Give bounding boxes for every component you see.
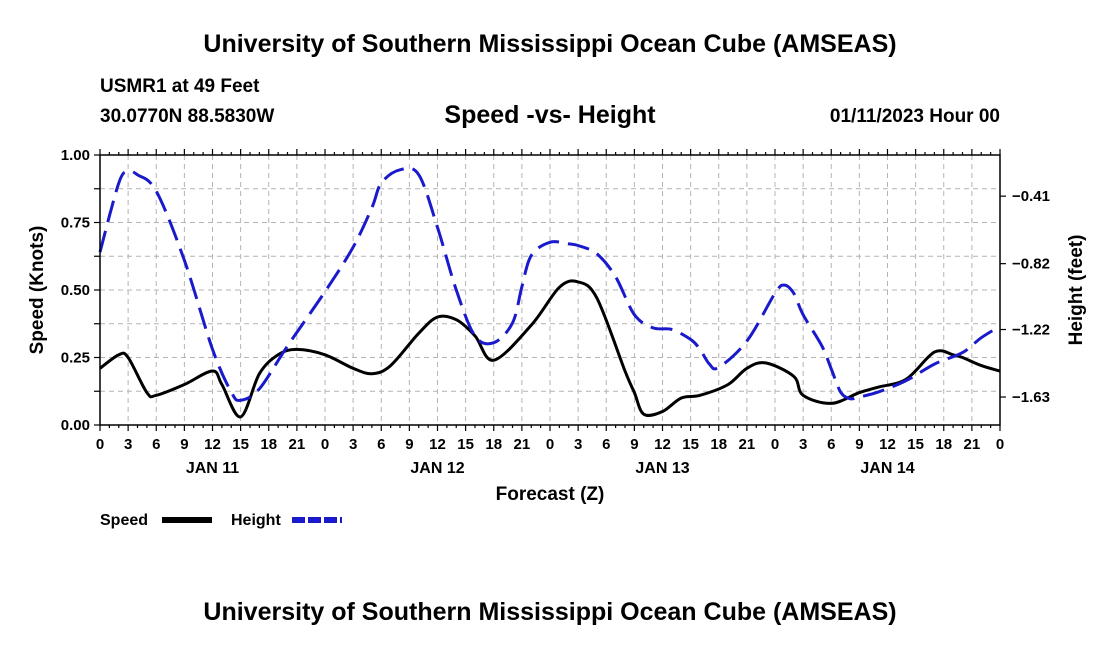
x-tick-label: 15 xyxy=(232,436,249,453)
x-axis-label: Forecast (Z) xyxy=(496,484,605,505)
y2-tick-label: −1.63 xyxy=(1012,389,1050,406)
y2-tick-label: −0.82 xyxy=(1012,256,1050,273)
x-tick-label: 15 xyxy=(682,436,699,453)
x-date-label: JAN 13 xyxy=(635,460,689,477)
x-tick-label: 3 xyxy=(124,436,132,453)
x-tick-label: 18 xyxy=(935,436,952,453)
speed-series-line xyxy=(99,279,1001,419)
x-date-label: JAN 14 xyxy=(860,460,914,477)
y-tick-label: 0.25 xyxy=(61,350,90,367)
x-date-label: JAN 11 xyxy=(186,460,239,477)
x-tick-label: 12 xyxy=(204,436,221,453)
x-tick-label: 0 xyxy=(96,436,104,453)
y2-tick-label: −0.41 xyxy=(1012,188,1050,205)
y-tick-label: 0.00 xyxy=(61,417,90,434)
y-tick-label: 0.75 xyxy=(61,215,90,232)
x-tick-label: 18 xyxy=(485,436,502,453)
page-title: University of Southern Mississippi Ocean… xyxy=(203,30,897,58)
x-tick-label: 6 xyxy=(377,436,385,453)
x-tick-label: 15 xyxy=(907,436,924,453)
x-tick-label: 3 xyxy=(799,436,807,453)
y2-axis-label: Height (feet) xyxy=(1066,235,1087,346)
legend-speed-label: Speed xyxy=(100,512,148,529)
x-tick-label: 3 xyxy=(574,436,582,453)
x-tick-label: 9 xyxy=(405,436,413,453)
x-tick-label: 18 xyxy=(260,436,277,453)
x-tick-label: 21 xyxy=(514,436,531,453)
station-coordinates: 30.0770N 88.5830W xyxy=(100,106,275,127)
x-tick-label: 6 xyxy=(152,436,160,453)
x-tick-label: 21 xyxy=(739,436,756,453)
chart-series xyxy=(98,166,1001,419)
x-tick-label: 12 xyxy=(429,436,446,453)
x-tick-label: 0 xyxy=(321,436,329,453)
station-label: USMR1 at 49 Feet xyxy=(100,76,260,97)
x-tick-label: 9 xyxy=(180,436,188,453)
x-tick-label: 12 xyxy=(654,436,671,453)
x-tick-label: 0 xyxy=(996,436,1004,453)
x-tick-label: 3 xyxy=(349,436,357,453)
chart-grid xyxy=(100,155,1000,425)
y-tick-label: 0.50 xyxy=(61,282,90,299)
x-tick-label: 6 xyxy=(602,436,610,453)
footer-title: University of Southern Mississippi Ocean… xyxy=(203,598,897,626)
x-tick-label: 12 xyxy=(879,436,896,453)
x-tick-label: 0 xyxy=(546,436,554,453)
forecast-datetime: 01/11/2023 Hour 00 xyxy=(829,106,1000,127)
y-tick-label: 1.00 xyxy=(61,147,90,164)
x-tick-label: 6 xyxy=(827,436,835,453)
x-tick-label: 9 xyxy=(630,436,638,453)
x-tick-label: 0 xyxy=(771,436,779,453)
x-tick-label: 21 xyxy=(964,436,981,453)
x-tick-label: 15 xyxy=(457,436,474,453)
x-tick-label: 9 xyxy=(855,436,863,453)
chart-legend: Speed Height xyxy=(100,512,342,529)
height-series-line xyxy=(98,166,1001,402)
y2-tick-label: −1.22 xyxy=(1012,322,1050,339)
x-date-label: JAN 12 xyxy=(410,460,464,477)
chart-axes: 0 3 6 9 12 15 18 21 0 3 6 9 12 15 18 21 0 3 6 9 12 15 18 21 0 3 6 9… xyxy=(61,147,1050,477)
x-tick-label: 18 xyxy=(710,436,727,453)
chart-subtitle: Speed -vs- Height xyxy=(444,101,656,129)
legend-height-label: Height xyxy=(231,512,281,529)
x-tick-label: 21 xyxy=(289,436,306,453)
y-axis-label: Speed (Knots) xyxy=(27,226,48,355)
